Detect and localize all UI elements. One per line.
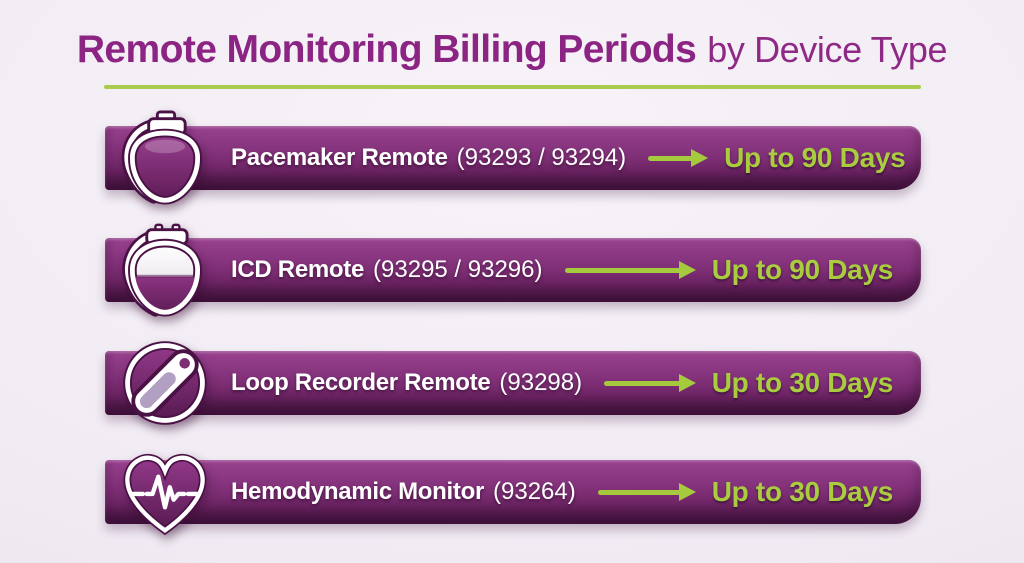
billing-row-icd: ICD Remote (93295 / 93296) Up to 90 Days (105, 223, 921, 317)
row-content: Pacemaker Remote (93293 / 93294) Up to 90… (105, 126, 921, 190)
device-cpt-codes: (93293 / 93294) (456, 144, 627, 171)
device-name: Hemodynamic Monitor (231, 478, 484, 505)
device-label: Hemodynamic Monitor (93264) (231, 478, 576, 506)
device-label: Loop Recorder Remote (93298) (231, 369, 582, 397)
row-content: Loop Recorder Remote (93298) Up to 30 Day… (105, 351, 921, 415)
device-cpt-codes: (93264) (493, 478, 576, 505)
billing-row-loop-recorder: Loop Recorder Remote (93298) Up to 30 Day… (105, 341, 921, 425)
title-underline-rule (104, 85, 921, 89)
arrow-icon (597, 483, 696, 501)
arrow-icon (604, 374, 696, 392)
device-cpt-codes: (93295 / 93296) (373, 256, 543, 283)
billing-row-pacemaker: Pacemaker Remote (93293 / 93294) Up to 90… (105, 110, 921, 205)
hemodynamic-heart-icon (117, 444, 213, 540)
page-title-suffix: by Device Type (707, 29, 948, 70)
billing-period-label: Up to 30 Days (711, 476, 894, 507)
arrow-icon (648, 149, 709, 167)
device-name: Loop Recorder Remote (231, 369, 491, 396)
billing-row-hemodynamic: Hemodynamic Monitor (93264) Up to 30 Days (105, 453, 921, 536)
arrow-icon (564, 261, 696, 279)
icd-icon (117, 222, 213, 318)
billing-period-label: Up to 90 Days (711, 254, 894, 285)
device-name: ICD Remote (231, 256, 365, 283)
page-title: Remote Monitoring Billing Periods by Devi… (0, 28, 1024, 72)
billing-period-label: Up to 90 Days (724, 142, 906, 173)
device-name: Pacemaker Remote (231, 144, 448, 171)
device-cpt-codes: (93298) (499, 369, 583, 396)
device-label: Pacemaker Remote (93293 / 93294) (231, 144, 626, 172)
billing-period-label: Up to 30 Days (711, 367, 894, 398)
pacemaker-icon (117, 110, 213, 206)
row-content: ICD Remote (93295 / 93296) Up to 90 Days (105, 238, 921, 302)
device-label: ICD Remote (93295 / 93296) (231, 256, 543, 284)
page-title-main: Remote Monitoring Billing Periods (76, 28, 697, 71)
loop-recorder-icon (117, 335, 213, 431)
row-content: Hemodynamic Monitor (93264) Up to 30 Days (105, 460, 921, 524)
